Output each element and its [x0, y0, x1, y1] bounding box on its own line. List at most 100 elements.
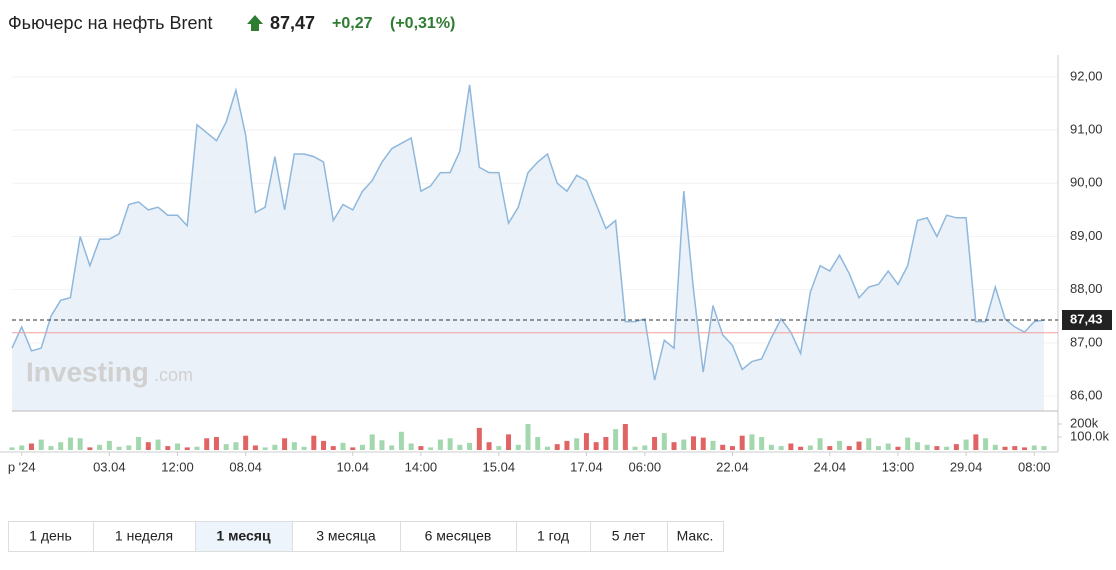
period-label[interactable]: Макс.: [677, 528, 714, 544]
volume-bar: [19, 445, 25, 450]
volume-bar: [408, 443, 414, 450]
x-tick-label: 29.04: [950, 459, 983, 474]
last-price: 87,47: [270, 13, 315, 33]
period-label[interactable]: 3 месяца: [316, 528, 376, 544]
period-button[interactable]: [590, 521, 668, 552]
volume-bar: [661, 433, 667, 450]
volume-bar: [262, 447, 268, 450]
period-button[interactable]: [667, 521, 724, 552]
volume-bar: [924, 444, 930, 450]
change-percent: (+0,31%): [390, 15, 455, 32]
volume-bar: [379, 440, 385, 450]
volume-bar: [359, 444, 365, 450]
period-label[interactable]: 5 лет: [612, 528, 646, 544]
volume-bar: [457, 444, 463, 450]
volume-bar: [506, 434, 512, 450]
x-tick-label: 24.04: [814, 459, 847, 474]
period-label[interactable]: 6 месяцев: [425, 528, 492, 544]
volume-bar: [992, 444, 998, 450]
period-button[interactable]: [195, 521, 293, 552]
volume-bar: [136, 436, 142, 450]
volume-bar: [1002, 446, 1008, 450]
volume-bar: [700, 437, 706, 450]
volume-bar: [116, 446, 122, 450]
volume-bar: [97, 444, 103, 450]
period-button[interactable]: [516, 521, 591, 552]
current-price-label: 87,43: [1070, 311, 1103, 326]
volume-bar: [321, 440, 327, 450]
volume-bar: [953, 444, 959, 450]
x-tick-label: 03.04: [93, 459, 126, 474]
volume-bar: [340, 442, 346, 450]
volume-bar: [593, 442, 599, 450]
volume-bar: [272, 444, 278, 450]
volume-bar: [48, 446, 54, 450]
period-label[interactable]: 1 год: [537, 528, 569, 544]
period-button[interactable]: [292, 521, 401, 552]
volume-bar: [856, 441, 862, 450]
volume-bar: [389, 445, 395, 450]
y-tick-label: 87,00: [1070, 334, 1103, 349]
volume-bar: [973, 434, 979, 450]
x-tick-label: р '24: [8, 459, 36, 474]
period-label[interactable]: 1 неделя: [115, 528, 173, 544]
volume-bar: [798, 446, 804, 450]
up-arrow: [247, 15, 263, 31]
volume-bar: [788, 443, 794, 450]
volume-bar: [213, 436, 219, 450]
volume-bar: [223, 444, 229, 450]
volume-bar: [106, 440, 112, 450]
period-label[interactable]: 1 день: [29, 528, 72, 544]
volume-bar: [243, 435, 249, 450]
price-line: [11, 84, 1045, 381]
y-tick-label: 88,00: [1070, 281, 1103, 296]
volume-bar: [827, 446, 833, 450]
volume-bar: [681, 439, 687, 450]
volume-bar: [652, 436, 658, 450]
volume-bar: [642, 445, 648, 450]
volume-bar: [1031, 445, 1037, 450]
volume-bar: [38, 439, 44, 450]
volume-tick-label: 100.0k: [1070, 428, 1110, 443]
volume-bar: [398, 431, 404, 450]
x-tick-label: 13:00: [882, 459, 915, 474]
volume-bar: [87, 447, 93, 450]
volume-bar: [574, 438, 580, 450]
volume-bar: [301, 446, 307, 450]
volume-bar: [739, 435, 745, 450]
volume-bar: [807, 445, 813, 450]
volume-bar: [1022, 447, 1028, 450]
volume-bar: [252, 445, 258, 450]
volume-bar: [126, 445, 132, 450]
volume-bar: [632, 446, 638, 450]
y-tick-label: 89,00: [1070, 228, 1103, 243]
volume-bar: [369, 434, 375, 450]
period-button[interactable]: [400, 521, 517, 552]
volume-bar: [184, 447, 190, 450]
period-button[interactable]: [8, 521, 94, 552]
period-button[interactable]: [93, 521, 196, 552]
period-label[interactable]: 1 месяц: [216, 528, 271, 544]
current-price-box: [1062, 310, 1112, 331]
volume-bar: [983, 438, 989, 450]
chart-title: Фьючерс на нефть Brent: [8, 13, 213, 33]
watermark: Investing: [26, 356, 149, 387]
volume-bar: [476, 427, 482, 450]
y-tick-label: 86,00: [1070, 388, 1103, 403]
y-tick-label: 92,00: [1070, 68, 1103, 83]
x-tick-label: 08:00: [1018, 459, 1051, 474]
volume-bar: [496, 446, 502, 450]
volume-bar: [905, 437, 911, 450]
volume-bar: [671, 442, 677, 450]
volume-bar: [875, 446, 881, 450]
volume-bar: [817, 438, 823, 450]
x-tick-label: 08.04: [229, 459, 262, 474]
y-tick-label: 91,00: [1070, 121, 1103, 136]
volume-bar: [963, 439, 969, 450]
volume-bar: [544, 446, 550, 450]
volume-tick-label: 200k: [1070, 415, 1099, 430]
volume-bar: [837, 440, 843, 450]
volume-bar: [282, 438, 288, 450]
volume-bar: [515, 444, 521, 450]
